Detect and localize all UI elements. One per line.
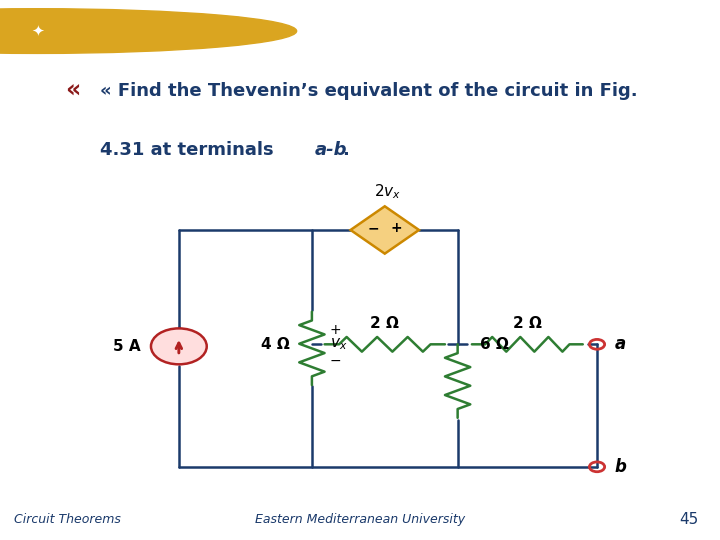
Circle shape (0, 9, 297, 53)
Text: ✦: ✦ (31, 24, 44, 38)
Text: −: − (367, 221, 379, 235)
Text: b: b (615, 458, 626, 476)
Text: a: a (615, 335, 626, 353)
Text: .: . (342, 140, 349, 159)
Text: Circuit Theorems: Circuit Theorems (14, 513, 121, 526)
Text: 2 Ω: 2 Ω (513, 316, 541, 331)
Text: $v_x$: $v_x$ (330, 336, 347, 352)
Text: Example 4.9: Example 4.9 (104, 17, 305, 45)
Text: Eastern Mediterranean University: Eastern Mediterranean University (255, 513, 465, 526)
Text: 4.31 at terminals: 4.31 at terminals (99, 140, 279, 159)
Text: $2v_x$: $2v_x$ (374, 182, 402, 200)
Text: 4 Ω: 4 Ω (261, 337, 289, 352)
Text: 6 Ω: 6 Ω (480, 337, 509, 352)
Circle shape (151, 328, 207, 364)
Text: «: « (65, 79, 80, 103)
Polygon shape (351, 206, 419, 254)
Text: 45: 45 (679, 512, 698, 527)
Text: 5 A: 5 A (113, 339, 141, 354)
Circle shape (0, 4, 354, 58)
Text: −: − (330, 354, 341, 368)
Text: +: + (330, 323, 341, 337)
Text: 2 Ω: 2 Ω (370, 316, 399, 331)
Text: a-b: a-b (315, 140, 348, 159)
Text: +: + (390, 221, 402, 235)
Text: « Find the Thevenin’s equivalent of the circuit in Fig.: « Find the Thevenin’s equivalent of the … (99, 82, 637, 100)
